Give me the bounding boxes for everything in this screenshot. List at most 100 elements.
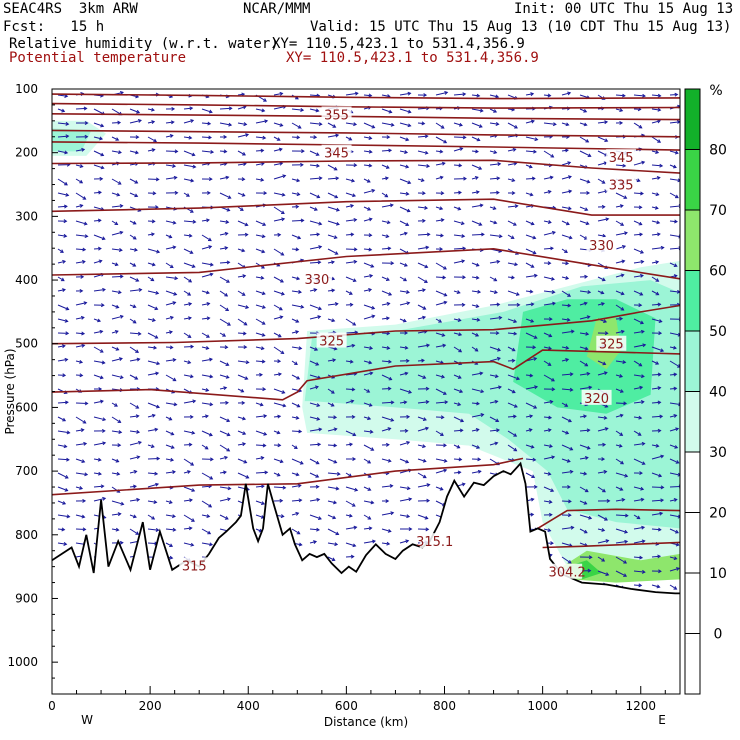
- wind-vector: [183, 527, 192, 530]
- wind-arrowhead: [551, 290, 556, 294]
- wind-arrowhead: [548, 512, 553, 517]
- wind-arrowhead: [261, 321, 266, 325]
- wind-vector: [633, 161, 645, 166]
- wind-vector: [75, 302, 87, 306]
- wind-vector: [327, 164, 338, 171]
- wind-arrowhead: [408, 527, 413, 532]
- wind-arrowhead: [260, 177, 265, 182]
- wind-arrowhead: [170, 457, 175, 462]
- wind-arrowhead: [174, 149, 179, 154]
- wind-vector: [327, 206, 340, 211]
- wind-arrowhead: [62, 288, 66, 292]
- wind-arrowhead: [153, 345, 158, 350]
- wind-vector: [201, 245, 212, 250]
- wind-vector: [399, 346, 408, 349]
- wind-arrowhead: [151, 318, 156, 322]
- wind-vector: [381, 276, 390, 281]
- wind-arrowhead: [513, 331, 518, 336]
- wind-vector: [75, 316, 84, 320]
- wind-arrowhead: [496, 302, 501, 307]
- y-tick-label: 100: [15, 82, 38, 96]
- wind-arrowhead: [533, 273, 538, 278]
- wind-vector: [453, 444, 460, 449]
- wind-vector: [561, 220, 570, 225]
- wind-arrowhead: [424, 264, 429, 269]
- wind-arrowhead: [244, 376, 249, 380]
- wind-arrowhead: [552, 122, 557, 127]
- wind-vector: [327, 122, 336, 128]
- theta-contour-355: [52, 102, 680, 109]
- wind-vector: [93, 248, 101, 250]
- wind-vector: [489, 260, 500, 264]
- wind-arrowhead: [530, 92, 535, 97]
- wind-vector: [633, 192, 644, 195]
- field-1-label: Relative humidity (w.r.t. water): [9, 36, 279, 52]
- wind-arrowhead: [567, 513, 572, 518]
- wind-arrowhead: [426, 498, 431, 503]
- wind-arrowhead: [386, 541, 391, 546]
- wind-vector: [453, 93, 466, 96]
- wind-vector: [255, 346, 264, 350]
- wind-arrowhead: [264, 119, 269, 124]
- wind-arrowhead: [439, 175, 444, 180]
- wind-vector: [615, 330, 625, 334]
- wind-vector: [525, 318, 534, 323]
- wind-vector: [633, 416, 642, 419]
- wind-arrowhead: [318, 427, 323, 432]
- wind-vector: [543, 302, 556, 306]
- wind-vector: [75, 429, 84, 432]
- wind-vector: [435, 276, 446, 279]
- wind-arrowhead: [279, 315, 284, 320]
- wind-arrowhead: [619, 204, 624, 208]
- wind-vector: [381, 122, 394, 126]
- wind-arrowhead: [209, 262, 214, 267]
- wind-arrowhead: [426, 343, 431, 348]
- wind-vector: [651, 584, 660, 588]
- wind-arrowhead: [659, 163, 664, 168]
- wind-vector: [147, 149, 155, 152]
- wind-vector: [345, 192, 356, 197]
- wind-vector: [615, 444, 622, 447]
- wind-vector: [471, 94, 480, 97]
- wind-arrowhead: [317, 260, 322, 265]
- wind-vector: [597, 218, 609, 222]
- wind-arrowhead: [295, 247, 300, 252]
- wind-arrowhead: [565, 430, 570, 435]
- wind-vector: [237, 93, 245, 96]
- wind-arrowhead: [477, 289, 482, 294]
- wind-vector: [471, 388, 484, 393]
- wind-arrowhead: [673, 556, 678, 561]
- wind-vector: [57, 108, 65, 112]
- wind-arrowhead: [493, 220, 498, 225]
- wind-vector: [273, 122, 283, 127]
- wind-vector: [525, 220, 535, 225]
- wind-vector: [507, 234, 515, 239]
- wind-arrowhead: [188, 302, 193, 306]
- wind-arrowhead: [84, 134, 89, 139]
- wind-arrowhead: [424, 205, 429, 210]
- wind-vector: [129, 415, 139, 418]
- wind-arrowhead: [262, 387, 267, 392]
- wind-arrowhead: [208, 503, 213, 508]
- wind-vector: [291, 248, 299, 251]
- wind-arrowhead: [385, 165, 390, 169]
- contour-label: 335: [609, 179, 634, 194]
- wind-arrowhead: [172, 220, 177, 225]
- wind-arrowhead: [620, 291, 625, 296]
- wind-vector: [381, 177, 389, 180]
- wind-vector: [219, 387, 227, 390]
- wind-arrowhead: [224, 516, 229, 520]
- wind-vector: [597, 121, 608, 124]
- wind-vector: [597, 416, 607, 419]
- wind-arrowhead: [528, 428, 533, 432]
- wind-vector: [75, 486, 83, 490]
- colorbar-tick-label: 20: [709, 506, 727, 522]
- wind-arrowhead: [136, 455, 141, 460]
- wind-arrowhead: [529, 414, 534, 419]
- wind-vector: [291, 219, 304, 222]
- wind-vector: [165, 402, 177, 406]
- wind-arrowhead: [568, 418, 572, 423]
- wind-arrowhead: [263, 431, 268, 436]
- wind-vector: [669, 94, 678, 96]
- wind-arrowhead: [368, 136, 373, 140]
